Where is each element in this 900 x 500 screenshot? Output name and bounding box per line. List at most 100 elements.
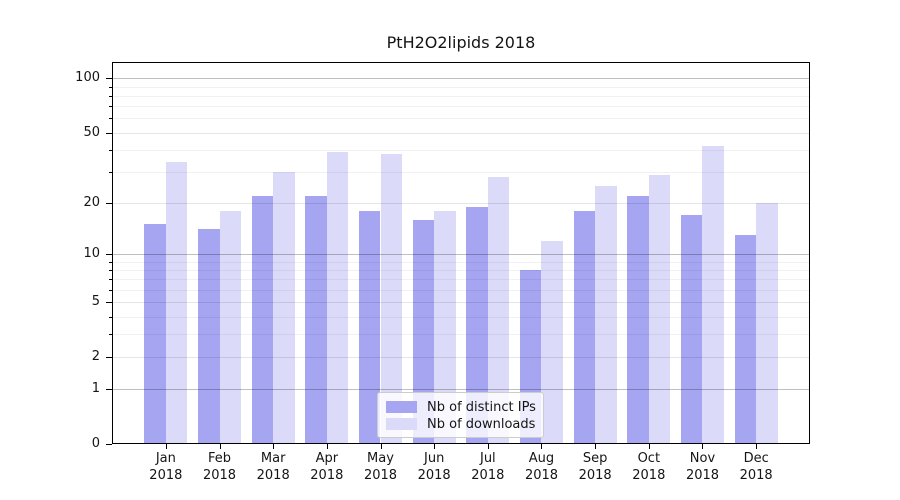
gridline-8 bbox=[113, 269, 809, 271]
gridline-1 bbox=[113, 389, 809, 391]
gridline-100 bbox=[113, 78, 809, 80]
x-label-month-oct: Oct bbox=[637, 451, 661, 466]
bar-downloads-jun bbox=[434, 210, 456, 444]
x-tick-label-nov: Nov 2018 bbox=[670, 451, 734, 484]
y-minor-tick-4 bbox=[109, 316, 112, 318]
x-label-year-jan: 2018 bbox=[149, 467, 183, 483]
x-label-year-dec: 2018 bbox=[739, 467, 773, 483]
x-tick-jul bbox=[487, 444, 489, 449]
x-tick-label-feb: Feb 2018 bbox=[188, 451, 252, 484]
bar-distinct-ips-may bbox=[358, 210, 381, 444]
bar-downloads-sep bbox=[595, 185, 617, 444]
y-tick-0 bbox=[106, 444, 112, 445]
gridline-30 bbox=[113, 171, 809, 173]
y-tick-label-20: 20 bbox=[83, 194, 100, 210]
bar-downloads-nov bbox=[702, 146, 725, 444]
legend: Nb of distinct IPs Nb of downloads bbox=[377, 392, 544, 438]
y-minor-tick-70 bbox=[109, 106, 112, 108]
y-tick-1 bbox=[106, 389, 112, 391]
bar-distinct-ips-nov bbox=[680, 215, 703, 444]
x-tick-label-aug: Aug 2018 bbox=[509, 451, 573, 484]
x-label-month-nov: Nov bbox=[689, 451, 716, 466]
legend-label-downloads: Nb of downloads bbox=[427, 416, 536, 432]
gridline-4 bbox=[113, 316, 809, 318]
y-tick-20 bbox=[106, 202, 112, 204]
x-tick-jan bbox=[165, 444, 167, 449]
bar-distinct-ips-dec bbox=[734, 234, 757, 444]
legend-item-distinct-ips: Nb of distinct IPs bbox=[386, 399, 536, 415]
gridline-7 bbox=[113, 279, 809, 281]
y-tick-label-10: 10 bbox=[83, 246, 100, 262]
x-tick-nov bbox=[702, 444, 704, 449]
x-label-month-aug: Aug bbox=[528, 451, 555, 466]
y-tick-50 bbox=[106, 132, 112, 134]
bar-downloads-jan bbox=[165, 162, 188, 444]
bar-distinct-ips-jul bbox=[466, 206, 488, 444]
bar-downloads-feb bbox=[219, 210, 242, 444]
y-minor-tick-8 bbox=[109, 269, 112, 271]
x-label-year-feb: 2018 bbox=[202, 467, 237, 483]
y-minor-tick-7 bbox=[109, 279, 112, 281]
x-tick-aug bbox=[541, 444, 543, 449]
x-tick-label-jul: Jul 2018 bbox=[456, 451, 520, 484]
gridline-80 bbox=[113, 95, 809, 97]
x-tick-label-apr: Apr 2018 bbox=[295, 451, 359, 484]
y-tick-label-1: 1 bbox=[91, 381, 100, 397]
gridline-20 bbox=[113, 202, 809, 204]
gridline-3 bbox=[113, 334, 809, 336]
x-tick-oct bbox=[648, 444, 650, 449]
x-tick-mar bbox=[273, 444, 275, 449]
x-label-month-feb: Feb bbox=[207, 451, 232, 466]
bar-downloads-jul bbox=[487, 177, 510, 444]
x-tick-label-sep: Sep 2018 bbox=[563, 451, 627, 484]
legend-item-downloads: Nb of downloads bbox=[386, 416, 535, 432]
x-tick-label-mar: Mar 2018 bbox=[241, 451, 305, 484]
x-label-month-mar: Mar bbox=[260, 451, 286, 466]
bar-downloads-aug bbox=[541, 240, 564, 444]
x-label-year-jul: 2018 bbox=[471, 467, 505, 483]
x-tick-label-jun: Jun 2018 bbox=[402, 451, 466, 484]
x-label-month-dec: Dec bbox=[743, 451, 769, 466]
gridline-5 bbox=[113, 302, 809, 304]
y-tick-label-50: 50 bbox=[83, 124, 100, 140]
x-label-month-jul: Jul bbox=[479, 451, 496, 466]
x-label-year-sep: 2018 bbox=[578, 467, 612, 483]
chart-title: PtH2O2lipids 2018 bbox=[386, 33, 536, 52]
y-minor-tick-30 bbox=[109, 171, 112, 173]
legend-swatch-downloads bbox=[386, 418, 417, 430]
bar-distinct-ips-feb bbox=[197, 229, 220, 444]
x-label-year-nov: 2018 bbox=[685, 467, 720, 483]
gridline-40 bbox=[113, 149, 809, 151]
x-label-year-jun: 2018 bbox=[417, 467, 451, 483]
x-label-month-jun: Jun bbox=[424, 451, 445, 466]
gridline-60 bbox=[113, 118, 809, 120]
x-label-year-oct: 2018 bbox=[632, 467, 666, 483]
bar-downloads-may bbox=[380, 153, 403, 444]
y-minor-tick-6 bbox=[109, 289, 112, 291]
bar-distinct-ips-apr bbox=[305, 195, 327, 444]
y-tick-label-2: 2 bbox=[91, 348, 100, 364]
x-tick-dec bbox=[756, 444, 758, 449]
y-tick-2 bbox=[106, 356, 112, 358]
y-tick-label-5: 5 bbox=[91, 294, 100, 310]
x-tick-jun bbox=[434, 444, 436, 449]
y-tick-100 bbox=[106, 78, 112, 80]
bar-distinct-ips-oct bbox=[627, 195, 649, 444]
bar-downloads-dec bbox=[756, 202, 778, 444]
legend-label-distinct-ips: Nb of distinct IPs bbox=[427, 399, 536, 415]
x-tick-may bbox=[380, 444, 382, 449]
y-minor-tick-3 bbox=[109, 334, 112, 336]
x-tick-label-may: May 2018 bbox=[349, 451, 413, 484]
x-label-year-apr: 2018 bbox=[310, 467, 344, 483]
gridline-90 bbox=[113, 86, 809, 88]
bar-downloads-mar bbox=[273, 171, 295, 444]
x-label-month-sep: Sep bbox=[582, 451, 608, 466]
bar-downloads-oct bbox=[648, 174, 671, 444]
bar-distinct-ips-jun bbox=[412, 219, 435, 444]
x-tick-label-oct: Oct 2018 bbox=[617, 451, 681, 484]
y-minor-tick-60 bbox=[109, 118, 112, 120]
y-minor-tick-80 bbox=[109, 95, 112, 97]
y-tick-10 bbox=[106, 254, 112, 256]
y-minor-tick-9 bbox=[109, 261, 112, 263]
